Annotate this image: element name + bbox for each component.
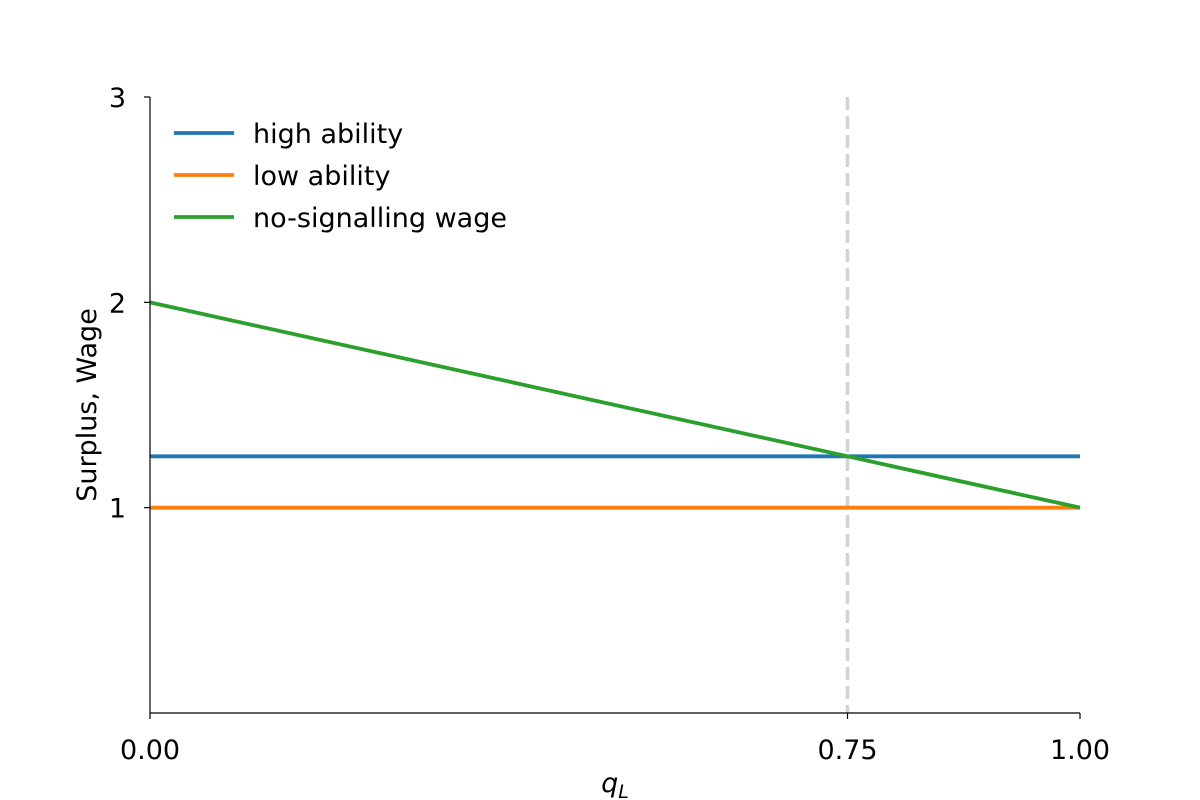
y-tick-label: 2 [109, 288, 126, 319]
x-tick-label: 1.00 [1050, 735, 1110, 766]
legend: high ability low ability no-signalling wag… [174, 119, 507, 234]
legend-label: low ability [253, 161, 390, 192]
x-tick-label: 0.00 [120, 735, 180, 766]
y-ticks: 1 2 3 [109, 83, 150, 525]
y-tick-label: 3 [109, 83, 126, 114]
x-axis-label: qL [601, 768, 629, 800]
x-axis-label-subscript: L [618, 781, 629, 800]
plot-series [149, 300, 1081, 510]
legend-label: high ability [253, 119, 403, 150]
x-axis-label-main: q [601, 768, 618, 799]
y-axis-label: Surplus, Wage [72, 308, 103, 502]
legend-label: no-signalling wage [253, 203, 507, 234]
x-ticks: 0.00 0.75 1.00 [120, 713, 1110, 766]
axes [149, 97, 1080, 714]
x-tick-label: 0.75 [817, 735, 877, 766]
series-line-no-signalling-wage [149, 300, 1081, 510]
y-tick-label: 1 [109, 494, 126, 525]
